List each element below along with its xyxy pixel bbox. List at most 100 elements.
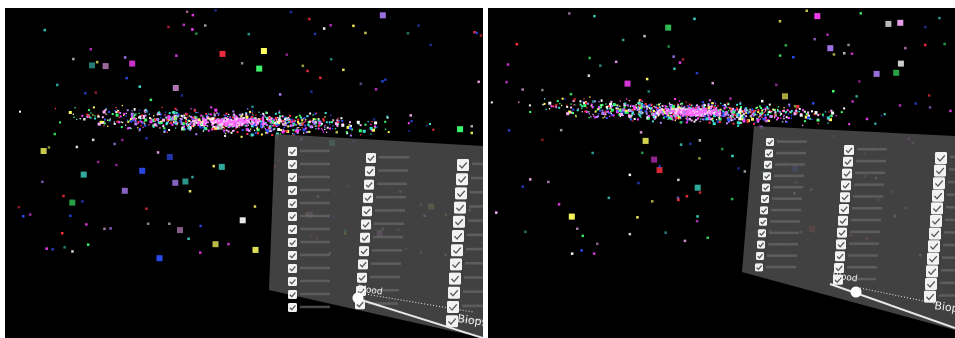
checkbox-checked-icon[interactable] [935,152,947,164]
checkbox-checked-icon[interactable] [452,230,464,242]
checkbox-checked-icon[interactable] [456,173,468,186]
checkbox-checked-icon[interactable] [288,225,297,234]
data-point [686,109,689,112]
data-point [102,122,105,124]
checkbox-checked-icon[interactable] [755,263,763,272]
checkbox-checked-icon[interactable] [928,240,940,253]
checkbox-checked-icon[interactable] [756,252,764,260]
label-placeholder [300,214,330,218]
checkbox-checked-icon[interactable] [843,156,853,167]
data-point [322,131,325,133]
checkbox-checked-icon[interactable] [288,199,297,208]
checkbox-checked-icon[interactable] [765,149,773,158]
data-point [224,114,227,117]
data-point [628,113,630,116]
data-point [679,118,681,120]
checkbox-checked-icon[interactable] [288,147,297,156]
checkbox-checked-icon[interactable] [288,303,297,312]
data-point [689,113,692,116]
checkbox-checked-icon[interactable] [288,186,297,195]
checkbox-checked-icon[interactable] [835,251,845,262]
checkbox-checked-icon[interactable] [288,212,297,221]
data-point [125,76,128,80]
checkbox-checked-icon[interactable] [455,187,467,200]
data-point [234,120,237,123]
checkbox-checked-icon[interactable] [757,240,765,249]
data-point [667,107,669,109]
checkbox-checked-icon[interactable] [288,290,297,299]
checkbox-checked-icon[interactable] [932,189,944,202]
checkbox-checked-icon[interactable] [288,251,297,260]
checkbox-checked-icon[interactable] [934,164,946,177]
data-point [218,118,221,121]
checkbox-checked-icon[interactable] [361,219,371,230]
checkbox-checked-icon[interactable] [450,258,462,271]
data-point [767,107,770,111]
checkbox-checked-icon[interactable] [926,265,938,278]
checkbox-checked-icon[interactable] [446,315,458,328]
checkbox-checked-icon[interactable] [766,138,774,146]
data-point [713,114,716,118]
checkbox-checked-icon[interactable] [758,229,766,238]
checkbox-checked-icon[interactable] [453,215,465,228]
checkbox-checked-icon[interactable] [366,153,376,163]
checkbox-checked-icon[interactable] [457,159,469,171]
checkbox-checked-icon[interactable] [930,215,942,227]
checkbox-checked-icon[interactable] [927,252,939,265]
slider-handle[interactable] [850,286,862,298]
data-point [745,107,748,109]
checkbox-checked-icon[interactable] [764,160,772,169]
checkbox-checked-icon[interactable] [839,204,849,214]
slider-handle[interactable] [352,292,364,304]
checkbox-checked-icon[interactable] [288,238,297,247]
checkbox-checked-icon[interactable] [929,227,941,240]
data-point [251,115,254,118]
checkbox-checked-icon[interactable] [759,217,767,226]
checkbox-checked-icon[interactable] [357,272,367,283]
checkbox-checked-icon[interactable] [925,278,937,290]
data-point [558,106,561,109]
checkbox-checked-icon[interactable] [761,195,769,203]
checkbox-checked-icon[interactable] [760,206,768,215]
checkbox-checked-icon[interactable] [288,277,297,286]
data-point [719,114,722,117]
checkbox-checked-icon[interactable] [364,179,374,190]
checkbox-checked-icon[interactable] [841,180,851,191]
checkbox-checked-icon[interactable] [833,274,843,285]
checkbox-checked-icon[interactable] [763,172,771,181]
checkbox-checked-icon[interactable] [840,192,850,203]
data-point [241,119,244,122]
checkbox-checked-icon[interactable] [288,160,297,169]
checkbox-checked-icon[interactable] [933,177,945,190]
checkbox-checked-icon[interactable] [448,286,460,299]
data-point [621,111,624,113]
data-point [721,110,724,112]
data-point [609,102,612,106]
checkbox-checked-icon[interactable] [924,290,936,303]
checkbox-checked-icon[interactable] [451,244,463,257]
checkbox-checked-icon[interactable] [288,173,297,182]
checkbox-checked-icon[interactable] [762,183,770,192]
checkbox-checked-icon[interactable] [358,259,368,270]
checkbox-checked-icon[interactable] [454,201,466,214]
checkbox-checked-icon[interactable] [836,239,846,250]
data-point [268,127,271,130]
checkbox-checked-icon[interactable] [838,215,848,226]
checkbox-checked-icon[interactable] [360,232,370,243]
checkbox-checked-icon[interactable] [834,263,844,273]
checkbox-checked-icon[interactable] [449,272,461,285]
checkbox-checked-icon[interactable] [842,168,852,179]
data-point [699,108,702,111]
checkbox-checked-icon[interactable] [365,166,375,177]
checkbox-checked-icon[interactable] [931,202,943,215]
checkbox-checked-icon[interactable] [288,264,297,273]
checkbox-checked-icon[interactable] [447,301,459,313]
checkbox-checked-icon[interactable] [359,246,369,257]
data-point [683,239,687,243]
checkbox-checked-icon[interactable] [837,227,847,238]
data-point [651,200,654,203]
checkbox-checked-icon[interactable] [363,192,373,203]
checkbox-checked-icon[interactable] [362,206,372,217]
data-point [573,104,575,106]
checkbox-checked-icon[interactable] [844,145,854,155]
